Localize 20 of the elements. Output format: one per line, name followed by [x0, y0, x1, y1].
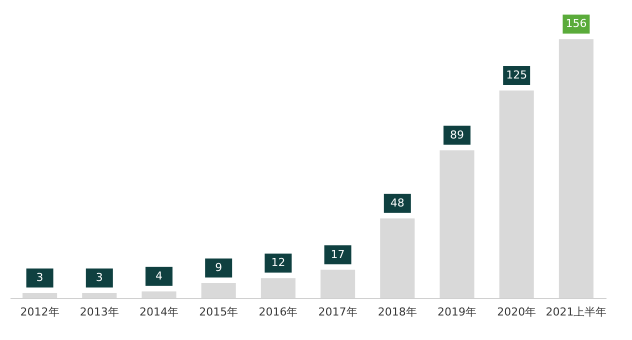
data-label: 12: [271, 256, 286, 270]
x-tick-label: 2017年: [318, 306, 358, 318]
x-tick-label: 2014年: [140, 306, 178, 318]
data-label: 3: [36, 271, 44, 284]
x-tick-label: 2015年: [199, 306, 238, 318]
data-label: 9: [215, 261, 222, 274]
data-label: 156: [566, 17, 587, 30]
x-tick-label: 2012年: [20, 306, 60, 318]
data-label: 3: [96, 271, 103, 284]
data-label: 4: [156, 269, 162, 282]
x-tick-label: 2020年: [497, 306, 536, 318]
x-tick-label: 2013年: [80, 306, 119, 318]
data-label: 48: [390, 196, 404, 210]
x-tick-label: 2019年: [438, 306, 476, 318]
x-tick-label: 2016年: [258, 306, 298, 318]
x-tick-label: 2021上半年: [546, 306, 607, 318]
x-tick-label: 2018年: [378, 306, 417, 318]
data-label: 89: [450, 128, 464, 142]
data-label: 125: [506, 68, 528, 82]
data-label: 17: [330, 248, 345, 261]
